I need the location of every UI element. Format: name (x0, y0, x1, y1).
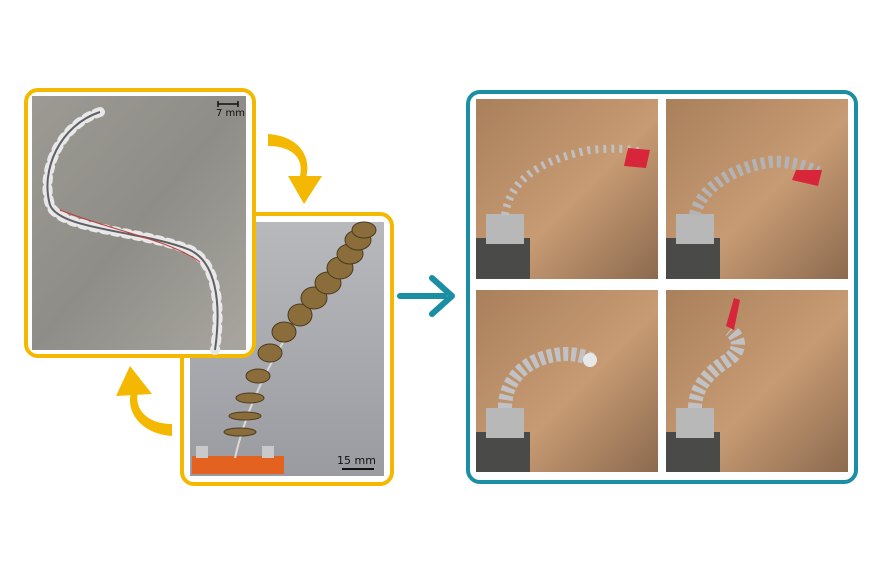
cycle-arrow-bottom (116, 366, 172, 436)
tile-top-right (666, 99, 848, 279)
cycle-arrow-top (268, 134, 322, 204)
tile-bottom-left (476, 290, 658, 472)
scale-label-photo-b: 15 mm (337, 454, 376, 467)
transition-arrow (397, 275, 455, 317)
scale-label-photo-a: 7 mm (216, 108, 246, 119)
tile-bottom-right (666, 290, 848, 472)
tile-top-left (476, 99, 658, 279)
photo-a-image (32, 96, 246, 355)
